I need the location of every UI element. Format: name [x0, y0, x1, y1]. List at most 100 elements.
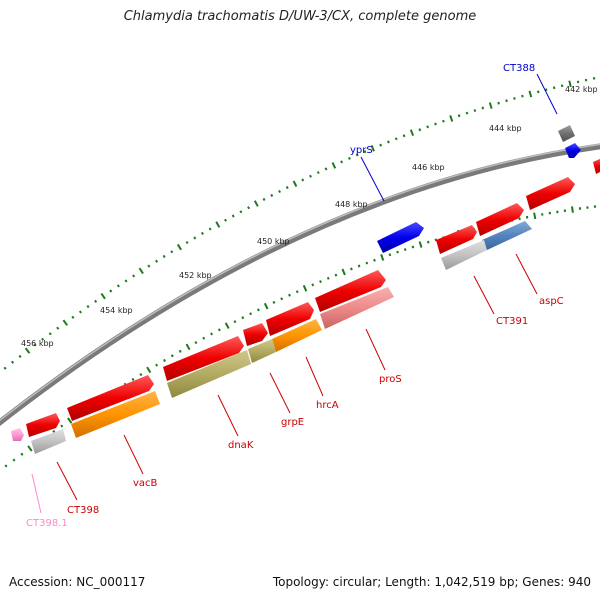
- outer-ring-major-tick: [331, 162, 337, 169]
- gene-red-proS-upper[interactable]: [315, 270, 386, 312]
- outer-ring-minor-tick: [185, 240, 189, 245]
- gene-CT388[interactable]: [565, 143, 581, 158]
- gene-red-CT391-upper[interactable]: [476, 203, 524, 236]
- tick-label-456: 456 kbp: [21, 339, 54, 348]
- outer-ring-minor-tick: [457, 114, 461, 118]
- outer-ring-minor-tick: [109, 289, 113, 293]
- gene-aspC[interactable]: [482, 221, 532, 250]
- inner-ring-minor-tick: [434, 238, 438, 242]
- gene-CT388-gray[interactable]: [558, 125, 575, 142]
- outer-ring-minor-tick: [536, 90, 540, 94]
- inner-ring-minor-tick: [411, 245, 415, 249]
- inner-ring-major-tick: [224, 322, 230, 329]
- gene-red-hrcA-upper[interactable]: [266, 302, 314, 336]
- label-leaders: [31, 73, 558, 514]
- gene-CT398[interactable]: [31, 429, 66, 454]
- outer-ring-minor-tick: [465, 111, 469, 115]
- gene-CT398.1[interactable]: [11, 428, 24, 441]
- outer-ring-minor-tick: [301, 178, 305, 182]
- leader-yprS: [360, 156, 385, 202]
- inner-ring-minor-tick: [525, 215, 529, 219]
- gene-red-far-right[interactable]: [593, 158, 600, 174]
- outer-ring-minor-tick: [505, 99, 508, 103]
- gene-label-hrcA[interactable]: hrcA: [316, 400, 339, 411]
- gene-red-vacB-upper[interactable]: [67, 375, 154, 421]
- outer-ring-minor-tick: [270, 193, 274, 197]
- outer-ring-minor-tick: [584, 78, 588, 82]
- gene-label-CT391[interactable]: CT391: [496, 316, 528, 327]
- gene-red-mid[interactable]: [436, 225, 477, 254]
- gene-red-aspC-upper[interactable]: [526, 177, 575, 210]
- inner-ring-major-tick: [571, 206, 574, 213]
- inner-ring-major-tick: [263, 302, 269, 310]
- tick-label-444: 444 kbp: [489, 124, 522, 133]
- outer-ring-minor-tick: [481, 106, 485, 110]
- outer-ring-minor-tick: [521, 94, 524, 98]
- gene-label-proS[interactable]: proS: [379, 374, 402, 385]
- outer-ring-minor-tick: [41, 337, 45, 341]
- leader-CT391: [473, 275, 495, 315]
- outer-ring-minor-tick: [56, 326, 60, 330]
- tick-label-452: 452 kbp: [179, 271, 212, 280]
- gene-label-aspC[interactable]: aspC: [539, 296, 564, 307]
- inner-ring-minor-tick: [326, 276, 330, 280]
- outer-ring-minor-tick: [3, 366, 7, 370]
- gene-CT391[interactable]: [441, 240, 487, 270]
- outer-ring-minor-tick: [340, 160, 344, 164]
- inner-ring-minor-tick: [311, 283, 315, 287]
- inner-ring-minor-tick: [403, 248, 407, 252]
- gene-red-CT398-upper[interactable]: [26, 413, 60, 437]
- gene-label-CT398[interactable]: CT398: [67, 505, 99, 516]
- outer-ring-major-tick: [568, 80, 572, 88]
- outer-ring-major-tick: [24, 347, 31, 354]
- outer-ring-minor-tick: [247, 206, 251, 210]
- gene-label-dnaK[interactable]: dnaK: [228, 440, 254, 451]
- outer-ring-minor-tick: [200, 231, 204, 236]
- inner-ring-minor-tick: [4, 464, 8, 468]
- outer-ring-minor-tick: [544, 88, 548, 92]
- inner-ring-minor-tick: [334, 273, 338, 277]
- outer-ring-minor-tick: [132, 274, 136, 278]
- outer-ring-minor-tick: [285, 186, 289, 190]
- outer-ring-major-tick: [176, 243, 182, 251]
- outer-ring-minor-tick: [155, 259, 159, 263]
- gene-label-vacB[interactable]: vacB: [133, 478, 158, 489]
- inner-ring-minor-tick: [210, 332, 213, 336]
- inner-ring-minor-tick: [541, 213, 544, 216]
- inner-ring-minor-tick: [60, 424, 64, 428]
- gene-label-CT388[interactable]: CT388: [503, 63, 535, 74]
- outer-ring-minor-tick: [418, 128, 422, 132]
- gene-hrcA[interactable]: [272, 319, 322, 352]
- tick-label-446: 446 kbp: [412, 163, 445, 172]
- gene-proS[interactable]: [320, 287, 394, 329]
- outer-ring-major-tick: [253, 200, 259, 207]
- inner-ring-minor-tick: [295, 290, 299, 294]
- gene-yprS[interactable]: [377, 222, 424, 253]
- outer-ring-minor-tick: [355, 153, 359, 157]
- gene-red-dnaK-upper[interactable]: [163, 336, 244, 381]
- gene-label-grpE[interactable]: grpE: [281, 417, 304, 428]
- gene-label-yprS[interactable]: yprS: [350, 145, 373, 156]
- inner-ring-major-tick: [533, 212, 537, 220]
- inner-ring-minor-tick: [350, 267, 353, 271]
- inner-ring-minor-tick: [357, 264, 361, 268]
- outer-ring-minor-tick: [208, 227, 212, 231]
- outer-ring-major-tick: [409, 129, 415, 137]
- outer-ring-minor-tick: [94, 299, 98, 303]
- outer-ring-minor-tick: [124, 279, 128, 283]
- inner-ring-major-tick: [27, 445, 33, 452]
- inner-genes: [11, 177, 575, 454]
- gene-vacB[interactable]: [71, 391, 160, 438]
- gene-label-CT398.1[interactable]: CT398.1: [26, 518, 68, 529]
- gene-grpE[interactable]: [248, 339, 276, 363]
- inner-ring-minor-tick: [288, 293, 291, 297]
- leader-grpE: [269, 372, 291, 414]
- outer-ring-minor-tick: [363, 150, 367, 154]
- gene-dnaK[interactable]: [167, 350, 251, 398]
- outer-ring-minor-tick: [71, 315, 75, 319]
- tick-label-442: 442 kbp: [565, 85, 598, 94]
- inner-ring-minor-tick: [365, 261, 369, 265]
- outer-ring-minor-tick: [86, 305, 90, 309]
- leader-vacB: [123, 434, 144, 475]
- gene-red-grpE-upper[interactable]: [243, 323, 268, 346]
